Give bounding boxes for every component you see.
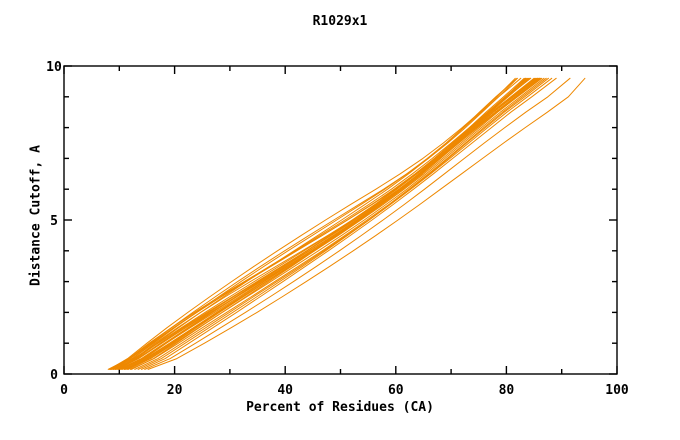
- x-tick-label: 80: [499, 383, 515, 398]
- series-line: [129, 77, 547, 370]
- series-line: [116, 77, 538, 370]
- series-line: [144, 77, 571, 370]
- series-line: [109, 77, 541, 370]
- y-tick-label: 0: [50, 368, 58, 383]
- series-group: [107, 77, 586, 370]
- y-tick-label: 10: [46, 60, 62, 75]
- plot-frame: [63, 65, 618, 375]
- x-tick-label: 40: [277, 383, 293, 398]
- series-line: [111, 77, 518, 370]
- series-line: [127, 77, 545, 370]
- x-tick-label: 0: [60, 383, 68, 398]
- x-tick-label: 20: [167, 383, 183, 398]
- series-line: [113, 77, 522, 370]
- series-line: [140, 77, 557, 370]
- series-line: [109, 77, 527, 370]
- series-line: [114, 77, 542, 370]
- series-line: [147, 77, 586, 370]
- series-line: [117, 77, 535, 370]
- series-line: [123, 77, 543, 370]
- series-line: [137, 77, 553, 370]
- y-axis-label: Distance Cutoff, A: [28, 145, 44, 286]
- series-line: [112, 77, 532, 370]
- y-tick-label: 5: [50, 214, 58, 229]
- x-tick-label: 100: [605, 383, 629, 398]
- chart-title: R1029x1: [312, 14, 368, 29]
- x-tick-label: 60: [388, 383, 404, 398]
- series-line: [122, 77, 528, 370]
- series-line: [110, 77, 525, 370]
- series-line: [108, 77, 516, 370]
- x-axis-label: Percent of Residues (CA): [246, 400, 434, 415]
